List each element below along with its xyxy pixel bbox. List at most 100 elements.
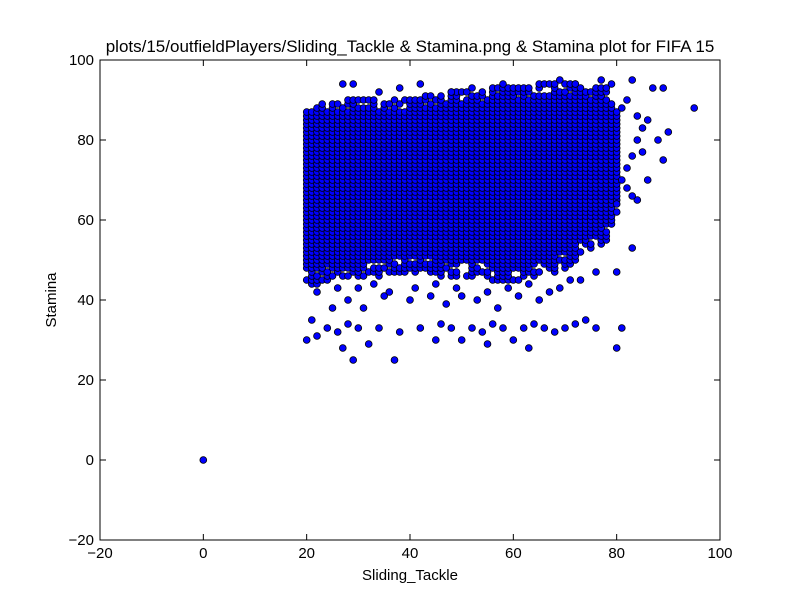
data-point xyxy=(628,244,636,252)
data-point xyxy=(462,88,471,96)
data-point xyxy=(550,328,559,336)
data-point xyxy=(623,184,631,192)
data-point xyxy=(426,92,435,100)
data-point xyxy=(623,96,631,104)
data-point xyxy=(431,280,440,288)
data-point xyxy=(602,96,611,104)
data-point xyxy=(607,80,616,88)
data-point xyxy=(380,292,389,300)
data-point xyxy=(535,296,543,304)
data-point xyxy=(426,100,435,108)
data-point xyxy=(344,320,352,328)
data-point xyxy=(426,292,435,300)
x-tick-label: 20 xyxy=(298,545,315,562)
data-point xyxy=(333,328,342,336)
data-point xyxy=(483,288,492,296)
chart-title: plots/15/outfieldPlayers/Sliding_Tackle … xyxy=(106,37,715,56)
data-point xyxy=(592,324,600,332)
data-point xyxy=(442,300,451,308)
data-point xyxy=(318,100,327,108)
data-point xyxy=(344,272,352,280)
data-point xyxy=(452,268,461,276)
data-point xyxy=(519,324,528,332)
data-point xyxy=(437,320,445,328)
data-point xyxy=(488,320,497,328)
data-point xyxy=(504,284,513,292)
data-point xyxy=(431,336,440,344)
ticks-layer: −20 0 20 40 60 80 100 −20 0 20 40 60 80 100 xyxy=(69,52,733,562)
data-point xyxy=(344,296,352,304)
data-point xyxy=(535,268,543,276)
data-point xyxy=(359,272,368,280)
data-point xyxy=(359,304,368,312)
data-point xyxy=(540,324,549,332)
data-point xyxy=(390,96,399,104)
data-point xyxy=(328,304,337,312)
data-point xyxy=(576,84,585,92)
data-point xyxy=(643,176,652,184)
data-point xyxy=(612,208,621,216)
x-tick-label: 0 xyxy=(199,545,207,562)
data-point xyxy=(597,76,605,84)
data-point xyxy=(493,304,502,312)
y-tick-label: 60 xyxy=(77,212,94,229)
x-axis-label: Sliding_Tackle xyxy=(362,567,458,584)
data-point xyxy=(633,136,642,144)
data-point xyxy=(473,264,482,272)
data-point xyxy=(648,84,657,92)
data-point xyxy=(561,88,569,96)
data-point xyxy=(509,336,518,344)
x-tick-label: 80 xyxy=(608,545,625,562)
data-point xyxy=(354,284,363,292)
data-point xyxy=(576,276,585,284)
data-point xyxy=(617,324,626,332)
data-point xyxy=(628,192,636,200)
data-point xyxy=(617,104,626,112)
data-point xyxy=(395,100,404,108)
data-point xyxy=(338,104,347,112)
data-point xyxy=(524,344,533,352)
data-point xyxy=(530,320,538,328)
x-tick-label: −20 xyxy=(87,545,112,562)
data-point xyxy=(328,272,337,280)
data-point xyxy=(555,284,564,292)
data-point xyxy=(524,280,533,288)
data-point xyxy=(628,152,636,160)
data-point xyxy=(468,84,476,92)
x-tick-label: 100 xyxy=(707,545,732,562)
data-point xyxy=(390,356,399,364)
data-point xyxy=(411,284,420,292)
data-point xyxy=(654,136,662,144)
data-point xyxy=(313,272,321,280)
data-point xyxy=(478,328,487,336)
data-point xyxy=(561,324,569,332)
x-tick-label: 60 xyxy=(505,545,522,562)
data-point xyxy=(633,196,642,204)
data-point xyxy=(199,456,208,464)
y-tick-label: 100 xyxy=(69,52,94,69)
y-tick-label: −20 xyxy=(69,532,94,549)
x-tick-label: 40 xyxy=(402,545,419,562)
data-point xyxy=(499,80,507,88)
data-point xyxy=(638,148,647,156)
data-point xyxy=(447,324,456,332)
data-point xyxy=(612,200,621,208)
data-point xyxy=(452,284,461,292)
y-tick-label: 40 xyxy=(77,292,94,309)
data-point xyxy=(623,164,631,172)
data-point xyxy=(690,104,698,112)
data-point xyxy=(468,324,476,332)
data-point xyxy=(524,84,533,92)
data-point xyxy=(664,128,673,136)
data-point xyxy=(385,288,394,296)
data-point xyxy=(338,344,347,352)
data-point xyxy=(375,324,383,332)
data-point xyxy=(302,336,311,344)
data-point xyxy=(566,276,574,284)
data-point xyxy=(473,296,482,304)
data-point xyxy=(323,268,332,276)
data-point xyxy=(364,340,373,348)
data-point xyxy=(628,76,636,84)
data-point xyxy=(602,228,611,236)
data-point xyxy=(390,104,399,112)
